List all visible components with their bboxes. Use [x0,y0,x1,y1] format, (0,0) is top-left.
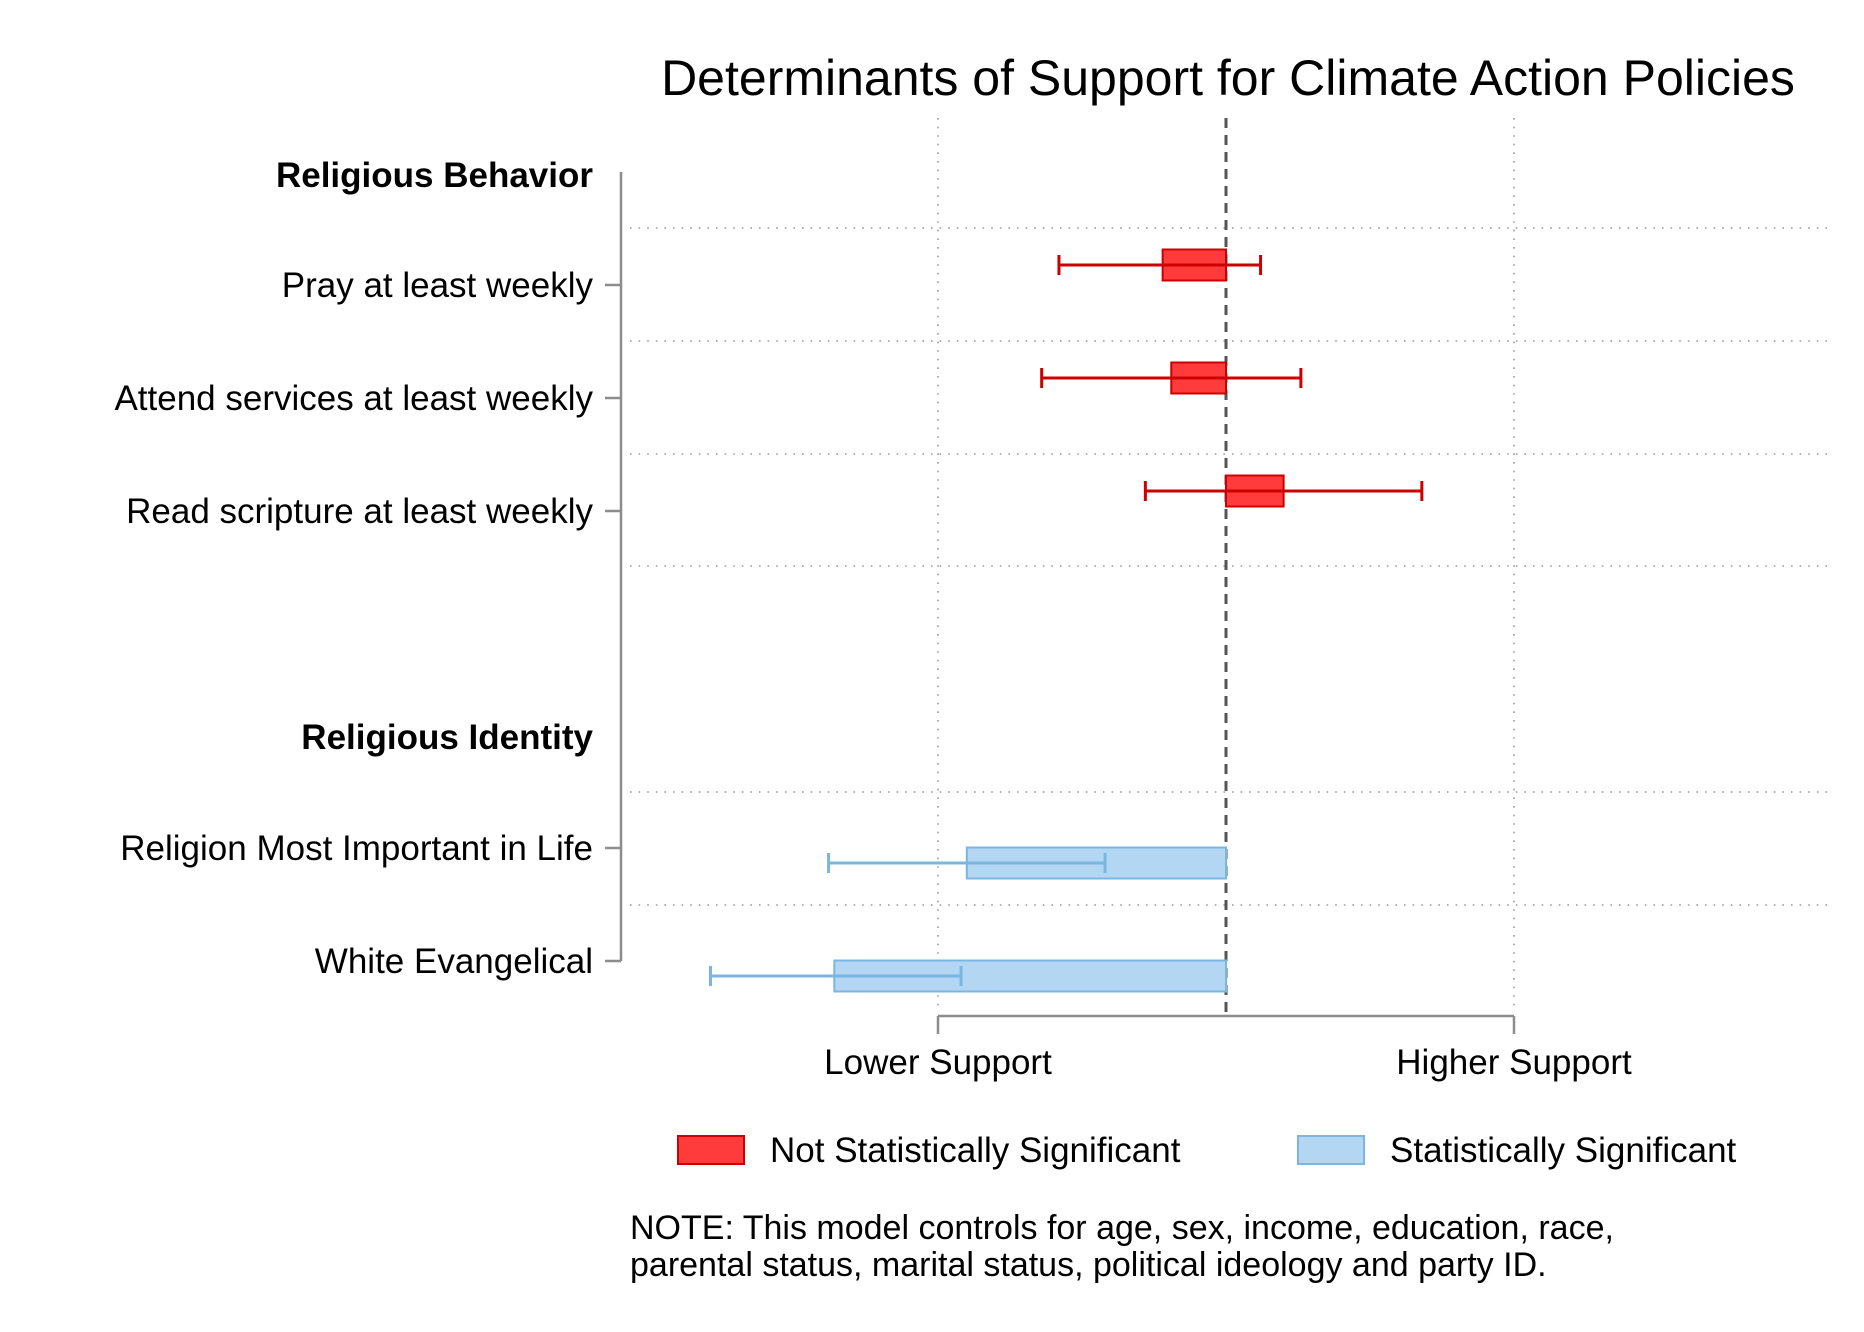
legend-swatch-statistically-significant [1297,1135,1365,1165]
row-label-white-evangelical: White Evangelical [315,942,593,981]
gridlines [630,118,1828,1010]
row-labels: Religious Behavior Religious Identity Pray… [114,156,593,981]
legend-swatch-not-statistically-significant [677,1135,745,1165]
x-tick-label-higher-support: Higher Support [1396,1043,1632,1082]
coefficient-marks [708,248,1424,993]
legend-label-not-statistically-significant: Not Statistically Significant [770,1131,1181,1170]
x-tick-label-lower-support: Lower Support [824,1043,1052,1082]
legend-label-statistically-significant: Statistically Significant [1390,1131,1737,1170]
axes: Lower Support Higher Support [605,118,1632,1082]
model-note: NOTE: This model controls for age, sex, … [630,1210,1830,1284]
group-label-religious-behavior: Religious Behavior [276,156,593,195]
group-label-religious-identity: Religious Identity [301,718,593,757]
model-note-line-2: parental status, marital status, politic… [630,1246,1547,1284]
row-label-read-scripture-at-least-weekly: Read scripture at least weekly [126,492,593,531]
row-label-attend-services-at-least-weekly: Attend services at least weekly [114,379,593,418]
row-label-religion-most-important-in-life: Religion Most Important in Life [120,829,593,868]
model-note-line-1: NOTE: This model controls for age, sex, … [630,1209,1614,1247]
legend: Not Statistically Significant Statistical… [677,1131,1737,1170]
estimate-bar-white-evangelical [833,959,1227,993]
row-label-pray-at-least-weekly: Pray at least weekly [282,266,594,305]
chart-title: Determinants of Support for Climate Acti… [661,50,1795,106]
